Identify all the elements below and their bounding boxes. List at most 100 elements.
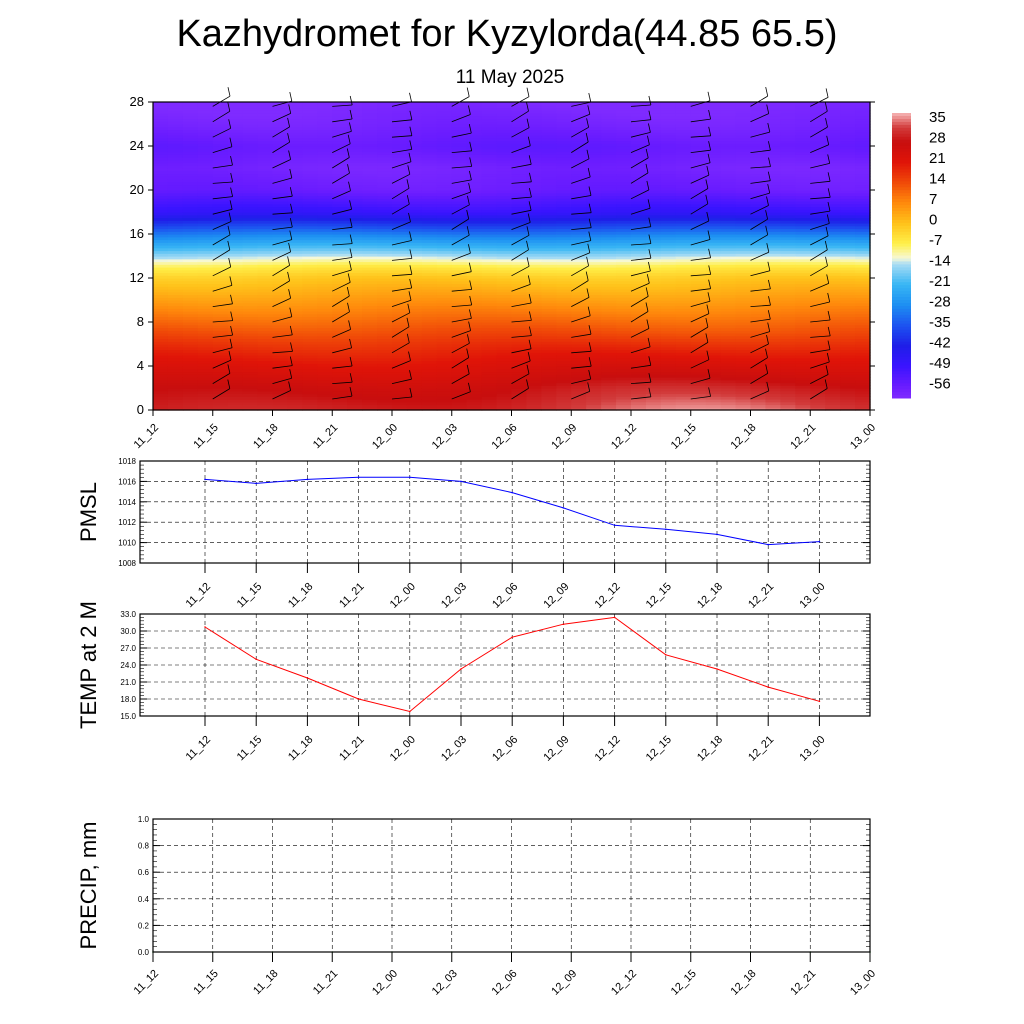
heatmap-cell (153, 203, 169, 208)
heatmap-cell (511, 231, 528, 235)
heatmap-cell (750, 355, 767, 359)
heatmap-cell (780, 247, 796, 252)
heatmap-cell (556, 341, 572, 345)
heatmap-cell (750, 352, 767, 356)
heatmap-cell (167, 267, 184, 271)
heatmap-cell (302, 324, 318, 329)
heatmap-cell (406, 223, 423, 227)
heatmap-cell (586, 214, 602, 219)
heatmap-cell (392, 236, 408, 241)
heatmap-cell (167, 225, 184, 230)
heatmap-cell (660, 107, 677, 111)
heatmap-cell (197, 245, 214, 249)
heatmap-cell (257, 220, 274, 224)
heatmap-cell (675, 291, 692, 296)
heatmap-cell (571, 264, 587, 268)
heatmap-cell (556, 377, 572, 381)
heatmap-cell (645, 382, 662, 386)
heatmap-cell (675, 311, 692, 315)
heatmap-cell (272, 360, 289, 364)
heatmap-cell (571, 124, 587, 128)
heatmap-cell (317, 234, 333, 238)
heatmap-cell (720, 360, 737, 364)
heatmap-cell (377, 407, 393, 411)
heatmap-cell (362, 231, 378, 235)
heatmap-cell (257, 165, 274, 169)
heatmap-cell (362, 242, 378, 246)
heatmap-cell (436, 140, 453, 144)
heatmap-cell (645, 302, 662, 307)
heatmap-cell (616, 115, 632, 120)
heatmap-cell (705, 267, 722, 271)
heatmap-cell (287, 322, 303, 326)
heatmap-cell (167, 121, 184, 125)
heatmap-cell (601, 146, 617, 150)
heatmap-cell (780, 115, 796, 120)
heatmap-cell (272, 110, 289, 114)
heatmap-cell (287, 245, 303, 249)
heatmap-cell (227, 377, 244, 381)
heatmap-cell (750, 181, 767, 186)
heatmap-cell (541, 198, 557, 202)
heatmap-cell (720, 192, 737, 197)
heatmap-cell (242, 209, 259, 213)
heatmap-cell (720, 143, 737, 147)
heatmap-cell (227, 135, 244, 139)
heatmap-cell (242, 236, 259, 241)
heatmap-cell (212, 316, 229, 320)
heatmap-cell (720, 264, 737, 268)
heatmap-cell (586, 157, 602, 161)
heatmap-cell (466, 206, 483, 210)
heatmap-cell (616, 280, 632, 285)
heatmap-cell (332, 352, 348, 356)
heatmap-cell (451, 102, 468, 106)
heatmap-cell (212, 135, 229, 139)
heatmap-cell (601, 198, 617, 202)
heatmap-cell (675, 154, 692, 158)
heatmap-cell (735, 300, 752, 304)
heatmap-cell (511, 159, 528, 164)
heatmap-cell (541, 239, 557, 243)
heatmap-cell (227, 104, 244, 109)
heatmap-cell (347, 379, 363, 384)
heatmap-cell (182, 256, 199, 260)
heatmap-cell (332, 286, 348, 290)
heatmap-cell (511, 245, 528, 249)
heatmap-cell (795, 104, 811, 109)
heatmap-cell (705, 223, 722, 227)
heatmap-cell (392, 297, 408, 301)
heatmap-cell (287, 346, 303, 351)
heatmap-cell (257, 404, 274, 408)
heatmap-cell (526, 173, 542, 177)
heatmap-cell (735, 407, 752, 411)
heatmap-cell (406, 135, 423, 139)
heatmap-cell (765, 407, 781, 411)
heatmap-cell (392, 308, 408, 312)
heatmap-cell (257, 231, 274, 235)
heatmap-cell (705, 294, 722, 298)
heatmap-cell (541, 346, 557, 351)
heatmap-cell (645, 366, 662, 370)
heatmap-cell (332, 280, 348, 285)
heatmap-cell (616, 388, 632, 392)
heatmap-cell (750, 388, 767, 392)
heatmap-cell (720, 324, 737, 329)
heatmap-cell (690, 247, 707, 252)
heatmap-cell (227, 250, 244, 254)
heatmap-cell (675, 399, 692, 403)
heatmap-cell (362, 104, 378, 109)
heatmap-cell (153, 322, 169, 326)
heatmap-cell (302, 220, 318, 224)
heatmap-cell (675, 132, 692, 136)
heatmap-cell (182, 360, 199, 364)
heatmap-cell (451, 239, 468, 243)
heatmap-cell (556, 256, 572, 260)
heatmap-cell (227, 212, 244, 216)
heatmap-cell (735, 214, 752, 219)
heatmap-cell (451, 322, 468, 326)
heatmap-cell (287, 335, 303, 340)
heatmap-cell (302, 154, 318, 158)
heatmap-cell (720, 124, 737, 128)
heatmap-cell (421, 300, 438, 304)
heatmap-cell (511, 107, 528, 111)
